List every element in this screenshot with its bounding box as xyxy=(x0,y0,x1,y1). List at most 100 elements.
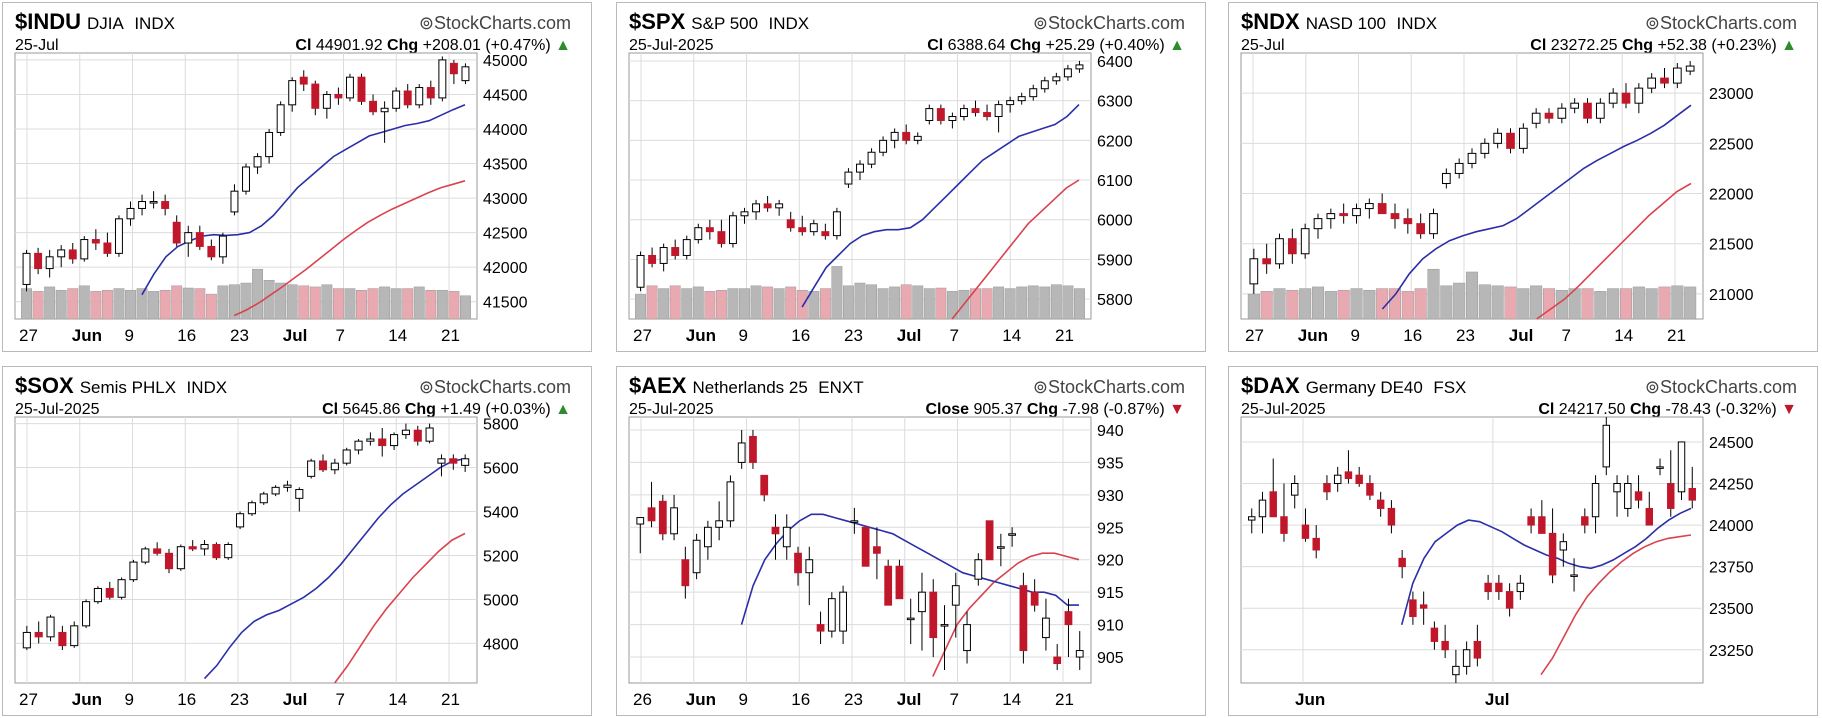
date-label: 25-Jul-2025 xyxy=(629,401,714,418)
candle-body xyxy=(425,427,434,442)
volume-bar xyxy=(460,295,471,320)
candle-body xyxy=(276,104,285,133)
candle-body xyxy=(1441,172,1451,184)
candle-body xyxy=(403,90,412,106)
candle-body xyxy=(91,239,100,244)
candle-body xyxy=(1602,424,1611,468)
x-tick-label: 9 xyxy=(125,690,134,709)
volume-bar xyxy=(148,291,160,320)
candle-body xyxy=(839,591,847,632)
x-tick-label: 23 xyxy=(230,326,249,345)
candle-body xyxy=(925,108,934,121)
candle-body xyxy=(1042,617,1050,639)
y-tick-label: 22500 xyxy=(1709,136,1754,153)
volume-bar xyxy=(1363,289,1376,320)
plot-area xyxy=(628,52,1092,320)
price-chart: 23000 22500 22000 21500 21000 27 Jun 9 16 23 Jul 7 1… xyxy=(1240,52,1754,345)
source-watermark: ⊚StockCharts.com xyxy=(1033,377,1185,398)
candle-body xyxy=(1352,208,1361,217)
volume-bar xyxy=(1062,285,1074,320)
x-tick-label: 23 xyxy=(844,326,863,345)
candle-body xyxy=(1505,591,1514,609)
candle-body xyxy=(959,108,968,118)
y-tick-label: 42000 xyxy=(483,260,528,277)
up-arrow-icon: ▲ xyxy=(1169,37,1185,54)
chart-panel-dax: $DAX Germany DE40 FSX ⊚StockCharts.com 25… xyxy=(1228,366,1818,716)
volume-bar xyxy=(67,288,79,320)
candle-body xyxy=(1570,102,1580,109)
y-tick-label: 5800 xyxy=(483,417,519,434)
candle-body xyxy=(1677,441,1686,493)
candle-body xyxy=(1527,516,1535,526)
candle-body xyxy=(1484,582,1492,593)
volume-bar xyxy=(796,289,808,320)
candle-body xyxy=(1326,213,1336,220)
volume-bar xyxy=(1684,286,1697,320)
y-tick-label: 24500 xyxy=(1709,435,1754,452)
volume-bar xyxy=(194,288,206,320)
candle-body xyxy=(974,559,983,580)
candle-body xyxy=(1376,499,1385,509)
y-tick-label: 5800 xyxy=(1097,292,1133,309)
date-label: 25-Jul-2025 xyxy=(15,401,100,418)
candle-body xyxy=(1667,483,1675,509)
candle-body xyxy=(1409,599,1417,617)
close-value: 24217.50 xyxy=(1558,401,1626,418)
price-chart: 45000 44500 44000 43500 43000 42500 42000 41500… xyxy=(14,52,528,345)
volume-bar xyxy=(1530,285,1543,320)
symbol: $AEX xyxy=(629,373,687,398)
ma-short-line xyxy=(203,458,466,680)
volume-bar xyxy=(1517,288,1530,320)
y-tick-label: 45000 xyxy=(483,53,528,70)
chg-label: Chg xyxy=(1026,401,1058,418)
candle-body xyxy=(1506,132,1515,149)
candle-body xyxy=(34,631,43,638)
candle-body xyxy=(996,546,1005,549)
candle-body xyxy=(1559,541,1568,551)
candle-body xyxy=(342,449,351,464)
x-tick-label: 7 xyxy=(950,326,959,345)
chg-label: Chg xyxy=(1621,37,1654,54)
volume-bar xyxy=(332,288,344,320)
candle-body xyxy=(283,484,292,488)
index-name: NASD 100 xyxy=(1305,14,1387,33)
candle-body xyxy=(1645,507,1654,526)
candle-body xyxy=(105,587,114,598)
x-tick-label: 16 xyxy=(177,326,196,345)
candle-body xyxy=(1063,68,1072,78)
candle-body xyxy=(401,429,410,436)
candle-body xyxy=(951,585,960,606)
candle-body xyxy=(1040,80,1049,90)
candle-body xyxy=(805,559,814,574)
candle-body xyxy=(188,546,197,550)
y-tick-label: 23000 xyxy=(1709,86,1754,103)
volume-bar xyxy=(1350,288,1363,320)
candle-body xyxy=(771,526,780,535)
x-tick-label: 7 xyxy=(336,326,345,345)
candle-body xyxy=(782,526,791,548)
candle-body xyxy=(1287,238,1297,255)
candle-body xyxy=(636,254,645,288)
candle-body xyxy=(682,239,691,256)
candle-body xyxy=(1467,152,1477,164)
close-label: Cl xyxy=(1530,37,1547,54)
candle-body xyxy=(461,458,470,466)
copyright-icon: ⊚ xyxy=(418,13,434,33)
y-tick-label: 43500 xyxy=(483,157,528,174)
exchange: INDX xyxy=(186,378,228,397)
candle-body xyxy=(449,62,458,75)
candle-body xyxy=(856,163,864,173)
plot-area xyxy=(628,416,1092,684)
volume-bar xyxy=(1286,289,1299,320)
candle-body xyxy=(816,624,825,632)
candle-body xyxy=(671,247,680,256)
candle-body xyxy=(413,429,422,442)
candle-body xyxy=(1518,127,1528,149)
volume-bar xyxy=(773,288,785,320)
volume-bar xyxy=(101,289,113,320)
candle-body xyxy=(1017,96,1026,102)
y-tick-label: 6200 xyxy=(1097,133,1133,150)
volume-bar xyxy=(1039,286,1051,320)
x-tick-label: 27 xyxy=(19,690,38,709)
candle-body xyxy=(415,87,424,106)
